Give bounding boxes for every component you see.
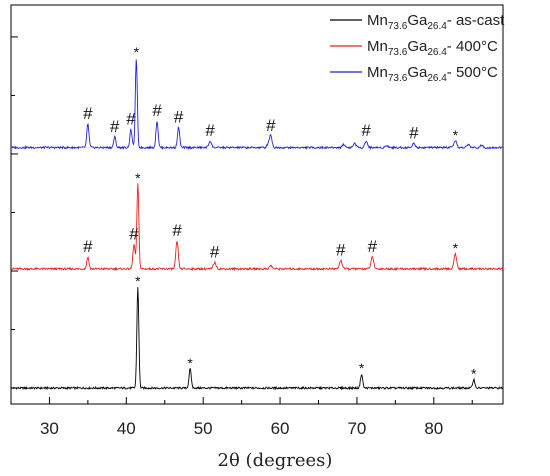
peak-marker-hash: # [126,109,136,128]
x-tick-label: 60 [271,419,290,438]
series-line-1 [10,183,504,272]
peak-marker-star: * [453,240,459,256]
legend-label: Mn73.6Ga26.4- 400°C [367,38,498,58]
peak-marker-hash: # [361,121,371,140]
peak-marker-star: * [134,44,140,60]
peak-marker-star: * [135,273,141,289]
peak-marker-hash: # [409,123,419,142]
x-axis-ticks: 30 40 50 60 70 80 [10,397,473,438]
series-lines [10,59,504,391]
peak-marker-hash: # [83,104,93,123]
series-line-0 [10,287,504,391]
peak-marker-star: * [135,170,141,186]
peak-marker-hash: # [266,116,276,135]
peak-marker-hash: # [129,224,139,243]
x-tick-label: 30 [40,419,59,438]
peak-marker-star: * [453,127,459,143]
peak-marker-hash: # [205,121,215,140]
peak-marker-star: * [187,355,193,371]
legend: Mn73.6Ga26.4- as-cast Mn73.6Ga26.4- 400°C… [330,12,505,84]
x-tick-label: 70 [347,419,366,438]
peak-marker-hash: # [210,242,220,261]
x-axis-title: 2θ (degrees) [218,450,333,471]
peak-marker-hash: # [83,237,93,256]
series-line-2 [10,59,504,150]
legend-label: Mn73.6Ga26.4- as-cast [367,12,505,32]
peak-marker-hash: # [336,240,346,259]
peak-marker-hash: # [172,221,182,240]
peak-marker-star: * [359,360,365,376]
plot-area [10,4,504,405]
peak-marker-star: * [471,366,477,382]
x-tick-label: 50 [194,419,213,438]
legend-label: Mn73.6Ga26.4- 500°C [367,64,498,84]
peak-marker-hash: # [368,237,378,256]
plot-frame [10,4,504,405]
peak-marker-hash: # [152,101,162,120]
y-axis-ticks [11,36,18,389]
peak-marker-hash: # [110,117,120,136]
x-tick-label: 40 [117,419,136,438]
peak-markers: * * * * # # * # # # # * # # # * # # # # # # * [83,44,477,381]
peak-marker-hash: # [174,107,184,126]
x-tick-label: 80 [424,419,443,438]
